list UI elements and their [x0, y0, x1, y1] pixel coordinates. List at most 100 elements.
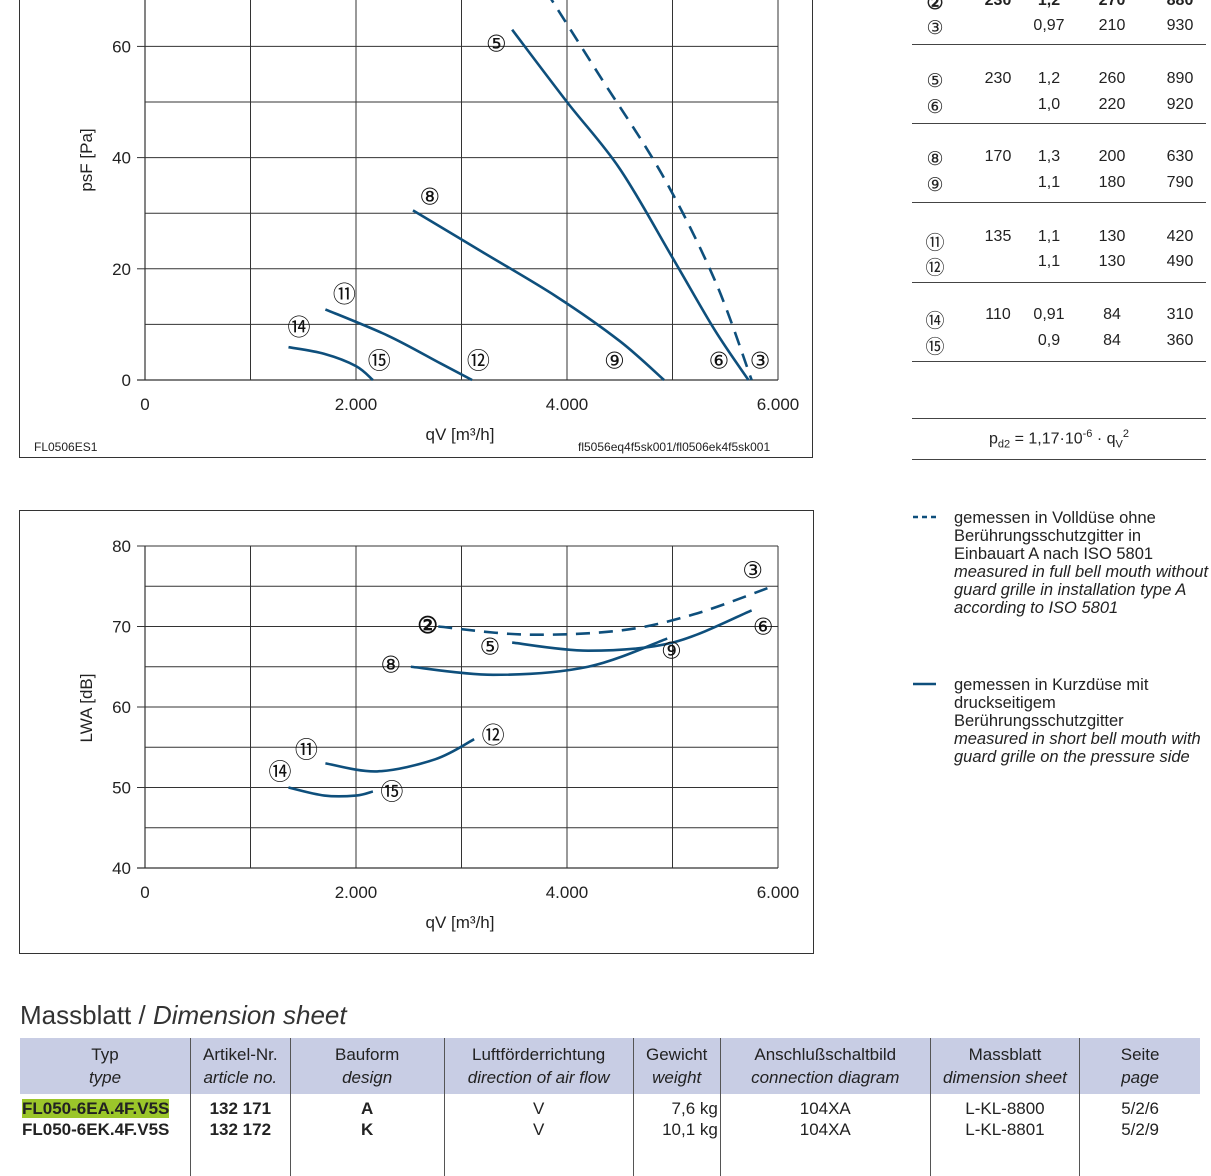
performance-mark: ⑪ — [925, 233, 945, 254]
pressure-chart-frame — [19, 0, 813, 458]
dimension-cell: L-KL-8800 L-KL-8801 — [929, 1094, 1080, 1176]
pressure-curve-label: ⑤ — [486, 31, 507, 57]
performance-rule — [912, 361, 1206, 362]
pressure-x-tick-label: 2.000 — [335, 395, 378, 414]
sound-y-label: LWA [dB] — [77, 674, 96, 743]
pressure-curve-label: ⑫ — [467, 348, 490, 374]
pressure-chart-footer-right: fl5056eq4f5sk001/fl0506ek4f5sk001 — [578, 440, 771, 454]
performance-row: ② 230 1,2 270 880 — [912, 0, 1206, 14]
performance-cell: 130 — [1098, 253, 1126, 270]
performance-cell: 260 — [1098, 70, 1126, 87]
performance-cell: 1,2 — [1037, 0, 1061, 9]
performance-row: ③ 0,97 210 930 — [912, 17, 1206, 39]
pressure-curve-label: ⑪ — [333, 281, 356, 307]
sound-series-11 — [325, 738, 475, 773]
pressure-curve-label: ⑥ — [709, 348, 730, 374]
performance-row: ⑨ 1,1 180 790 — [912, 174, 1206, 196]
performance-mark: ⑭ — [925, 311, 945, 332]
performance-cell: 0,91 — [1033, 306, 1065, 323]
performance-mark: ③ — [926, 18, 944, 39]
dimension-cell: 132 171 132 172 — [190, 1094, 291, 1176]
performance-cell: 210 — [1098, 17, 1126, 34]
performance-cell: 790 — [1166, 174, 1194, 191]
performance-rule — [912, 418, 1206, 419]
pressure-curve-label: ⑮ — [368, 348, 391, 374]
sound-y-tick-label: 60 — [112, 698, 131, 717]
performance-cell: 630 — [1166, 148, 1194, 165]
performance-cell: 920 — [1166, 96, 1194, 113]
pressure-series-11 — [324, 308, 473, 382]
sound-y-tick-label: 50 — [112, 779, 131, 798]
performance-mark: ⑮ — [925, 337, 945, 358]
sound-curve-label: ⑪ — [295, 737, 318, 763]
sound-curve-label: ⑨ — [661, 638, 682, 664]
legend-dashed-en: measured in full bell mouth without guar… — [954, 563, 1209, 617]
performance-cell: 930 — [1166, 17, 1194, 34]
legend-solid: gemessen in Kurzdüse mit druckseitigem B… — [912, 676, 1210, 806]
performance-row: ⑤ 230 1,2 260 890 — [912, 70, 1206, 92]
sound-chart: 40 50 60 70 80 0 2.000 4.000 6.000 qV [m³/h] LWA [… — [77, 537, 800, 932]
pressure-x-label: qV [m³/h] — [426, 425, 495, 444]
sound-series-3 — [438, 585, 774, 637]
pressure-y-tick-label: 20 — [112, 260, 131, 279]
pressure-x-tick-label: 6.000 — [757, 395, 800, 414]
sound-curve-label: ③ — [742, 557, 763, 583]
performance-cell: 270 — [1098, 0, 1126, 9]
dimension-header: Gewicht weight — [632, 1038, 721, 1094]
performance-mark: ⑧ — [926, 149, 944, 170]
performance-cell: 310 — [1166, 306, 1194, 323]
dimension-row: FL050-6EA.4F.V5S FL050-6EK.4F.V5S 132 171 1… — [20, 1094, 1200, 1176]
legend-solid-en: measured in short bell mouth with guard … — [954, 730, 1201, 766]
performance-row: ⑪ 135 1,1 130 420 — [912, 228, 1206, 254]
performance-cell: 200 — [1098, 148, 1126, 165]
solid-line-icon — [913, 682, 936, 686]
pressure-y-tick-label: 40 — [112, 149, 131, 168]
legend-solid-de: gemessen in Kurzdüse mit druckseitigem B… — [954, 676, 1149, 730]
sound-x-tick-label: 6.000 — [757, 883, 800, 902]
dimension-cell: 5/2/6 5/2/9 — [1079, 1094, 1200, 1176]
performance-row: ⑥ 1,0 220 920 — [912, 96, 1206, 118]
performance-cell: 1,3 — [1037, 148, 1061, 165]
performance-cell: 220 — [1098, 96, 1126, 113]
pressure-y-tick-label: 60 — [112, 37, 131, 56]
dimension-header: Bauform design — [289, 1038, 445, 1094]
sound-curve-label: ⑧ — [381, 651, 402, 677]
sound-y-tick-label: 80 — [112, 537, 131, 556]
performance-cell: 135 — [984, 228, 1012, 245]
performance-mark: ⑤ — [926, 71, 944, 92]
dimension-header: Typ type — [20, 1038, 191, 1094]
dimension-header: Luftförderrichtung direction of air flow — [443, 1038, 634, 1094]
dimension-sheet-title: Massblatt / Dimension sheet — [20, 1000, 347, 1030]
dimension-cell: 7,6 kg 10,1 kg — [632, 1094, 721, 1176]
performance-cell: 170 — [984, 148, 1012, 165]
performance-cell: 84 — [1103, 332, 1121, 349]
sound-y-tick-label: 70 — [112, 618, 131, 637]
performance-cell: 490 — [1166, 253, 1194, 270]
performance-cell: 230 — [984, 70, 1012, 87]
pressure-chart: 0 20 40 60 0 2.000 4.000 6.000 qV [m³/h] psF [Pa]… — [77, 0, 800, 444]
pressure-chart-footer-left: FL0506ES1 — [34, 440, 98, 454]
performance-cell: 84 — [1103, 306, 1121, 323]
performance-row: ⑧ 170 1,3 200 630 — [912, 148, 1206, 170]
dimension-cell: FL050-6EA.4F.V5S FL050-6EK.4F.V5S — [22, 1099, 170, 1139]
performance-rule — [912, 123, 1206, 124]
pressure-curve-label: ⑭ — [288, 314, 311, 340]
performance-cell: 110 — [985, 306, 1011, 323]
dashed-line-icon — [913, 515, 940, 519]
sound-x-label: qV [m³/h] — [426, 913, 495, 932]
performance-cell: 420 — [1166, 228, 1194, 245]
sound-series-5 — [512, 609, 753, 652]
sound-x-tick-label: 2.000 — [335, 883, 378, 902]
performance-cell: 1,2 — [1037, 70, 1061, 87]
sound-curve-label: ⑥ — [753, 614, 774, 640]
sound-curve-label: ⑫ — [482, 722, 505, 748]
performance-cell: 0,97 — [1033, 17, 1065, 34]
performance-mark: ⑥ — [926, 97, 944, 118]
pressure-x-tick-label: 0 — [140, 395, 149, 414]
dimension-cell: 104XA 104XA — [719, 1094, 931, 1176]
sound-curve-label: ⑮ — [380, 779, 403, 805]
dimension-header: Artikel-Nr. article no. — [190, 1038, 291, 1094]
pressure-curve-label: ⑨ — [604, 348, 625, 374]
performance-cell: 1,1 — [1037, 174, 1061, 191]
